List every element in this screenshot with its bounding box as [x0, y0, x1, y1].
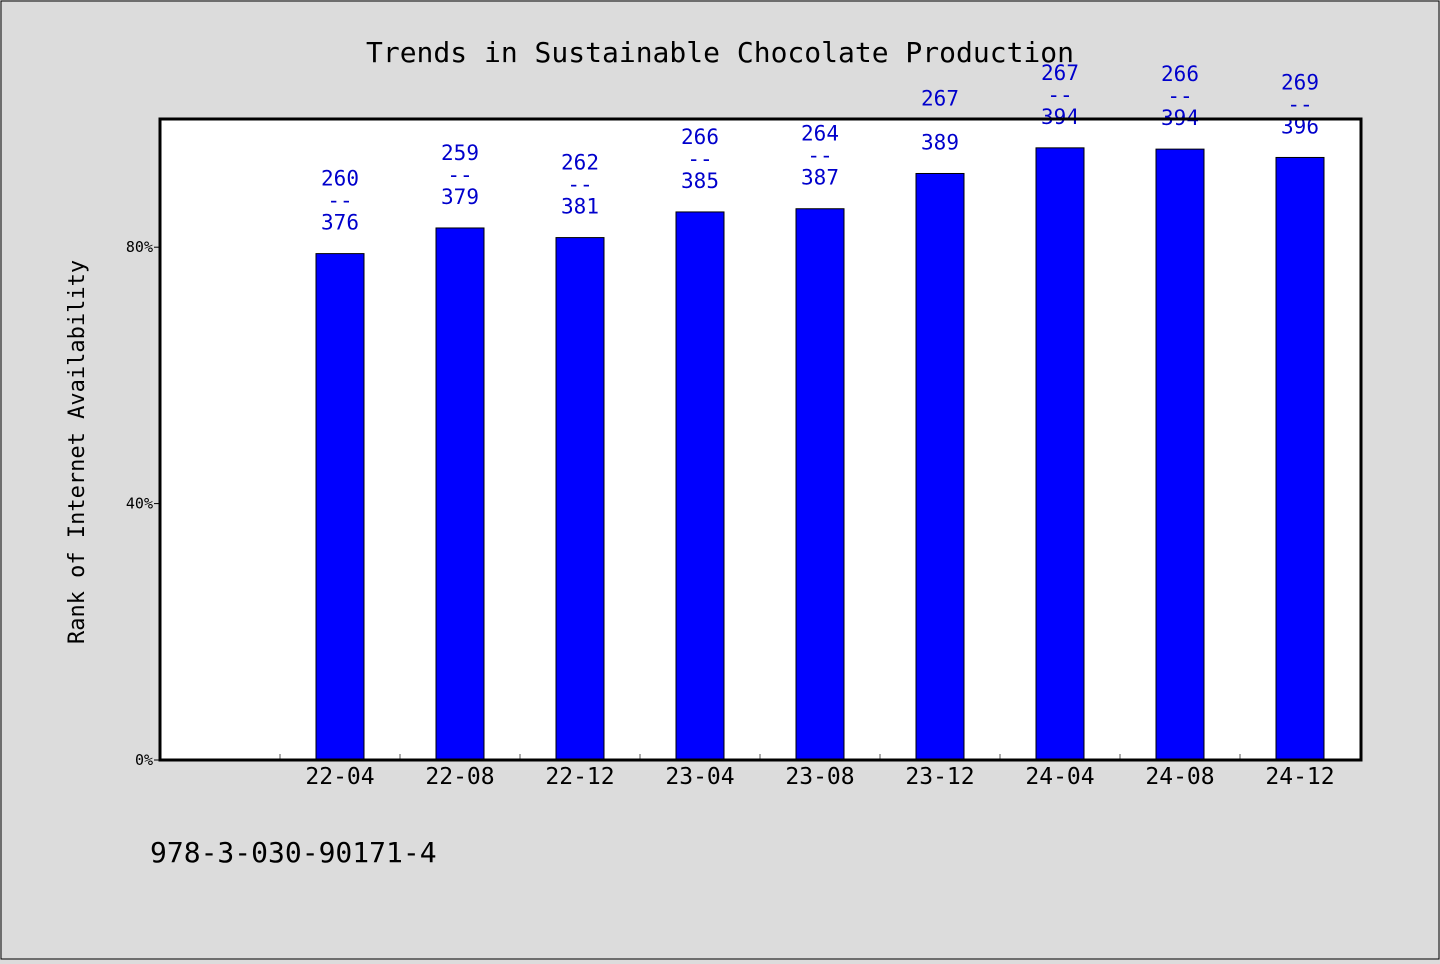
bar: [555, 237, 605, 761]
x-tick-label: 22-04: [305, 764, 374, 790]
bar: [435, 227, 485, 761]
data-label-top: 269: [1281, 70, 1319, 94]
data-label-separator: --: [1167, 84, 1192, 108]
data-label-top: 262: [561, 151, 599, 175]
data-label-bottom: 387: [801, 166, 839, 190]
bar: [315, 253, 365, 761]
bar: [1035, 147, 1085, 761]
data-label-bottom: 381: [561, 195, 599, 219]
data-label-bottom: 379: [441, 185, 479, 209]
x-tick-label: 23-04: [665, 764, 734, 790]
x-tick-label: 23-08: [785, 764, 854, 790]
data-label-top: 266: [681, 125, 719, 149]
isbn-label: 978-3-030-90171-4: [150, 836, 437, 869]
data-label-separator: --: [567, 173, 592, 197]
data-label-top: 267: [921, 86, 959, 110]
data-label-top: 264: [801, 122, 839, 146]
y-tick-label: 80%: [126, 238, 153, 256]
bar: [1275, 156, 1325, 761]
x-tick-label: 22-08: [425, 764, 494, 790]
x-tick-label: 22-12: [545, 764, 614, 790]
plot-frame: [158, 117, 1363, 762]
bar: [915, 172, 965, 761]
data-label-separator: --: [1287, 92, 1312, 116]
bar: [675, 211, 725, 761]
x-tick-label: 24-12: [1265, 764, 1334, 790]
data-label-bottom: 385: [681, 169, 719, 193]
y-axis-label: Rank of Internet Availability: [65, 260, 90, 644]
data-label-separator: --: [447, 163, 472, 187]
y-tick-label: 40%: [126, 495, 153, 513]
chart-title: Trends in Sustainable Chocolate Producti…: [366, 36, 1074, 69]
data-label-top: 267: [1041, 61, 1079, 85]
x-tick-label: 23-12: [905, 764, 974, 790]
data-label-bottom: 376: [321, 211, 359, 235]
data-label-top: 259: [441, 141, 479, 165]
data-label-bottom: 389: [921, 130, 959, 154]
bar: [795, 208, 845, 761]
data-label-separator: --: [1047, 83, 1072, 107]
bar: [1155, 148, 1205, 761]
y-tick-label: 0%: [135, 751, 153, 769]
data-label-separator: --: [327, 189, 352, 213]
data-label-bottom: 394: [1041, 105, 1079, 129]
data-label-top: 266: [1161, 62, 1199, 86]
x-tick-label: 24-08: [1145, 764, 1214, 790]
data-label-top: 260: [321, 167, 359, 191]
x-tick-label: 24-04: [1025, 764, 1094, 790]
data-label-separator: --: [807, 144, 832, 168]
data-label-separator: --: [687, 147, 712, 171]
